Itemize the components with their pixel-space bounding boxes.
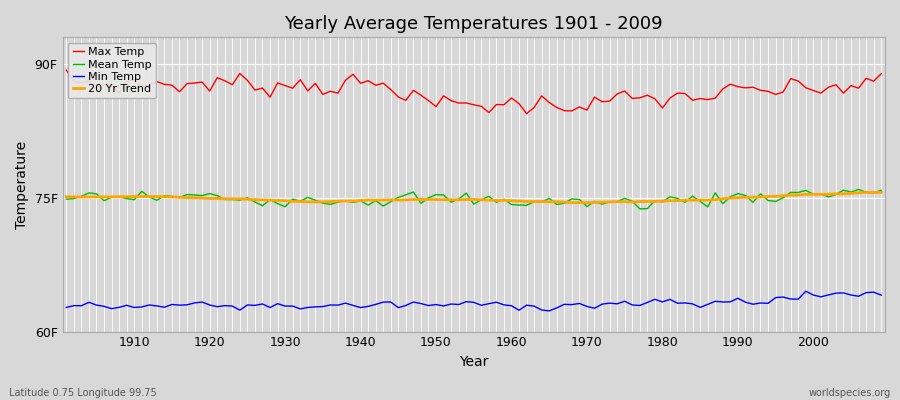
Max Temp [61, 68, 72, 72]
20 Yr Trend [61, 194, 72, 199]
20 Yr Trend [581, 200, 592, 205]
Line: Min Temp: Min Temp [67, 291, 881, 311]
Mean Temp [333, 200, 344, 204]
Mean Temp [853, 187, 864, 192]
Mean Temp [597, 202, 608, 206]
Mean Temp [506, 202, 517, 207]
20 Yr Trend [499, 198, 509, 203]
Line: Mean Temp: Mean Temp [67, 190, 881, 209]
Min Temp [499, 302, 509, 307]
Min Temp [506, 303, 517, 308]
Text: Latitude 0.75 Longitude 99.75: Latitude 0.75 Longitude 99.75 [9, 388, 157, 398]
X-axis label: Year: Year [459, 355, 489, 369]
Max Temp [122, 79, 132, 84]
Y-axis label: Temperature: Temperature [15, 140, 29, 228]
Mean Temp [61, 197, 72, 202]
20 Yr Trend [860, 190, 871, 195]
Max Temp [499, 102, 509, 107]
20 Yr Trend [876, 190, 886, 195]
Mean Temp [499, 197, 509, 202]
Mean Temp [122, 196, 132, 201]
Line: 20 Yr Trend: 20 Yr Trend [67, 192, 881, 203]
Max Temp [876, 71, 886, 76]
Max Temp [521, 111, 532, 116]
Min Temp [876, 293, 886, 298]
Title: Yearly Average Temperatures 1901 - 2009: Yearly Average Temperatures 1901 - 2009 [284, 15, 663, 33]
Min Temp [604, 301, 615, 306]
20 Yr Trend [506, 198, 517, 203]
Max Temp [287, 86, 298, 91]
Min Temp [122, 303, 132, 308]
Min Temp [333, 303, 344, 308]
Max Temp [506, 96, 517, 100]
Max Temp [604, 99, 615, 104]
Max Temp [333, 91, 344, 96]
Mean Temp [876, 188, 886, 193]
Min Temp [800, 289, 811, 294]
Text: worldspecies.org: worldspecies.org [809, 388, 891, 398]
Min Temp [61, 305, 72, 310]
Min Temp [287, 304, 298, 308]
Mean Temp [634, 206, 645, 211]
Min Temp [544, 308, 554, 313]
Mean Temp [287, 197, 298, 202]
Line: Max Temp: Max Temp [67, 70, 881, 114]
20 Yr Trend [287, 199, 298, 204]
20 Yr Trend [122, 194, 132, 199]
20 Yr Trend [333, 199, 344, 204]
Legend: Max Temp, Mean Temp, Min Temp, 20 Yr Trend: Max Temp, Mean Temp, Min Temp, 20 Yr Tre… [68, 43, 157, 98]
20 Yr Trend [604, 200, 615, 204]
